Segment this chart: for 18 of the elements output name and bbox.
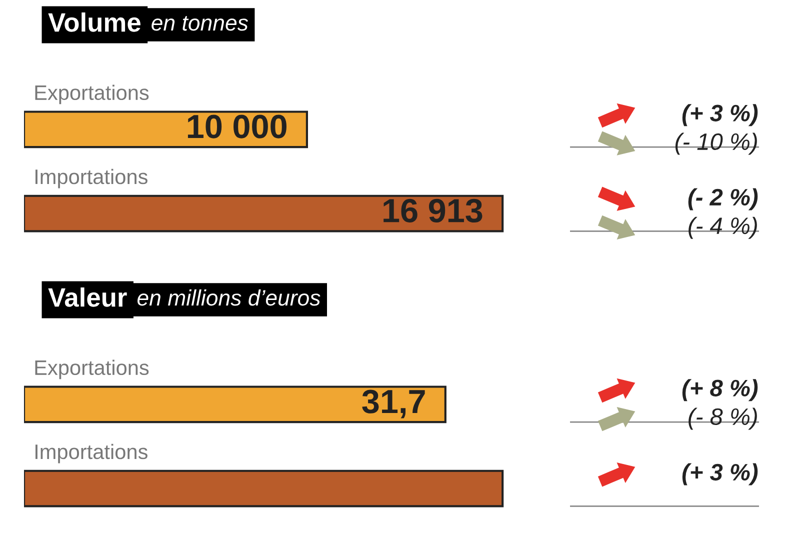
y-tick-label: Exportations: [35, 84, 149, 104]
text: (+ 3 %): [682, 463, 758, 486]
chart-subtitle: en millions d’euros: [137, 289, 320, 306]
text: (- 8 %): [688, 408, 757, 430]
chart-title: Valeur: [48, 287, 127, 307]
text: (- 4 %): [688, 216, 757, 239]
data-label: 16 913: [384, 198, 482, 223]
text: (- 10 %): [675, 132, 757, 155]
y-tick-label: Importations: [35, 168, 148, 188]
y-tick-label: Exportations: [35, 360, 149, 380]
chart-subtitle: en tonnes: [152, 16, 248, 31]
text: (- 2 %): [688, 188, 758, 210]
y-tick-label: Importations: [35, 444, 148, 464]
text: (+ 3 %): [682, 104, 758, 126]
chart-title: Volume: [48, 12, 140, 32]
data-label: 10 000: [188, 114, 286, 138]
data-label: 31,7: [362, 390, 425, 418]
text: (+ 8 %): [682, 379, 758, 402]
